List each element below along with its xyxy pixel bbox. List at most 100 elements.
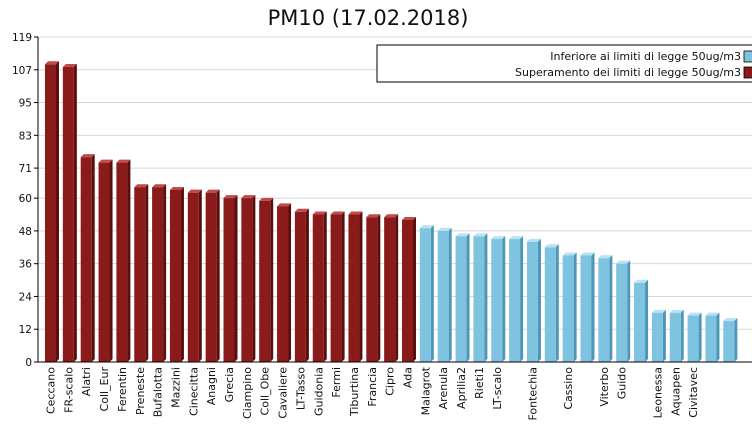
bar-top [526,238,541,242]
category-label: Bufalotta [152,367,165,417]
bar-side [662,309,666,362]
category-label: Preneste [134,367,147,415]
bar-side [537,238,541,362]
bar-side [484,233,488,362]
y-tick-label: 119 [12,32,32,44]
bar-face [634,282,646,362]
bar-face [330,214,342,362]
bar-face [455,236,467,362]
category-label: Cavaliere [277,367,290,419]
bar [294,208,309,362]
bar [116,159,131,362]
bar-side [502,236,506,362]
bar [402,216,416,362]
bar-top [312,211,327,215]
bar-face [80,157,92,362]
bar-face [562,255,574,362]
category-label: Cinecitta [187,367,200,416]
bar-side [466,233,470,362]
bar-top [651,309,666,313]
bar [705,312,720,362]
bar-side [555,244,559,362]
bar-side [591,252,595,362]
bar-side [377,214,381,362]
category-labels: Ceccano FR-scalo Alatri Coll_Eur Ferentin Pre… [45,366,701,420]
bar-face [98,162,110,362]
bar-side [73,64,77,362]
category-label: Aquapen [669,367,682,416]
category-label: Coll_Obe [259,367,272,416]
bar [330,211,345,362]
bars [45,61,738,363]
category-label: Fermi [330,367,343,398]
bar-top [402,216,416,220]
bar-face [169,189,181,362]
bar-side [430,225,434,362]
bar-side [645,279,649,362]
category-label: Civitavec [687,367,700,418]
bar-face [134,187,146,362]
bar-face [437,230,449,362]
bar [723,318,738,362]
category-label: Cipro [384,367,397,396]
bar [366,214,381,362]
bar-side [323,211,327,362]
bar [348,211,363,362]
bar [455,233,470,362]
bar-side [573,252,577,362]
bar-top [473,233,488,237]
bar-face [223,198,235,362]
bar [473,233,488,362]
bar-face [419,228,431,362]
bar-side [234,195,238,362]
bar-top [241,195,256,199]
bar [598,255,613,362]
category-label: Arenula [437,367,450,409]
y-tick-label: 36 [19,259,33,271]
category-label: Francia [366,367,379,407]
bar-top [348,211,363,215]
bar-side [252,195,256,362]
bar-face [491,239,503,362]
bar-side [609,255,613,362]
bar [45,61,59,363]
bar-top [705,312,720,316]
y-tick-label: 107 [12,65,32,77]
bar-top [669,309,684,313]
bar [169,186,184,362]
category-label: Rieti1 [473,367,486,399]
bar [526,238,541,362]
bar-face [45,64,56,363]
category-label: Malagrot [419,366,432,415]
bar [562,252,577,362]
bar-face [669,312,681,362]
category-label: Fontechia [526,367,539,421]
bar [669,309,684,362]
bar-top [116,159,131,163]
bar-side [627,260,631,362]
category-label: Leonessa [651,367,664,418]
bar [152,184,167,362]
bar-side [680,309,684,362]
bar-top [723,318,738,322]
bar-top [580,252,595,256]
bar-side [145,184,149,362]
category-label: Tiburtina [348,367,361,417]
bar [491,236,506,362]
bar-top [62,64,77,68]
bar-side [180,186,184,362]
legend-swatch-below [743,50,752,63]
y-tick-label: 0 [25,357,32,369]
bar-face [259,200,271,362]
bar [651,309,666,362]
bar [187,189,202,362]
bar-top [205,189,220,193]
bar-side [270,197,274,362]
legend: Inferiore ai limiti di legge 50ug/m3 Sup… [376,44,752,83]
bar-top [223,195,238,199]
bar-side [127,159,131,362]
bar-top [187,189,202,193]
bar-top [277,203,292,207]
category-label: LT-Tasso [294,367,307,410]
y-tick-label: 60 [19,193,32,205]
